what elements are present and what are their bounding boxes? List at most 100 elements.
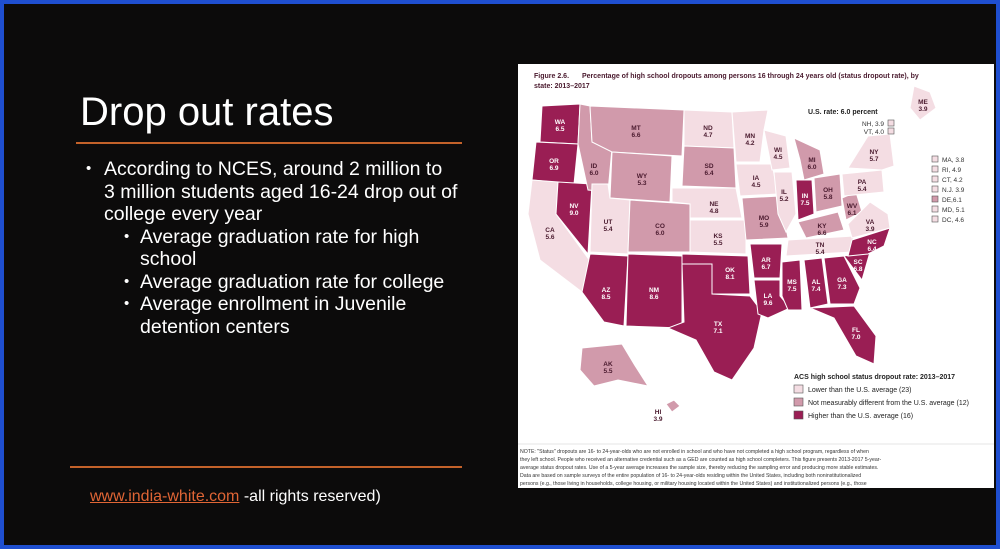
state-label-value: 9.0 [569,210,578,217]
sub-bullet: Average enrollment in Juvenile detention… [104,293,458,338]
state-label-abbr: HI [655,409,662,416]
state-label-abbr: CO [655,223,665,230]
state-label-abbr: KS [713,233,723,240]
state-label-abbr: MN [745,133,755,140]
state-ms [781,259,803,311]
note-line: NOTE: "Status" dropouts are 16- to 24-ye… [520,449,869,455]
state-label-value: 5.6 [545,234,554,241]
state-tx [666,263,763,381]
small-state-label: MA, 3.8 [942,157,965,164]
state-label-abbr: IN [802,193,809,200]
small-state-swatch [887,119,895,127]
state-label-abbr: NM [649,287,659,294]
state-mi [793,137,825,181]
footer-text: -all rights reserved) [239,488,381,505]
small-state-label: VT, 4.0 [864,129,885,136]
state-nv [555,181,593,256]
small-state-label: NH, 3.9 [862,121,884,128]
state-label-value: 6.6 [817,230,826,237]
state-label-abbr: OH [823,187,833,194]
state-label-abbr: WI [774,147,782,154]
note: NOTE: "Status" dropouts are 16- to 24-ye… [520,449,881,487]
map-svg: Figure 2.6. Percentage of high school dr… [518,73,994,487]
state-label-value: 5.5 [713,240,722,247]
state-label-abbr: MS [787,279,797,286]
state-label-value: 5.4 [815,249,824,256]
bullet-main: According to NCES, around 2 million to 3… [86,158,458,338]
legend-item: Higher than the U.S. average (16) [808,413,913,420]
state-al [803,257,829,309]
small-state-label: RI, 4.9 [942,167,962,174]
us-rate: U.S. rate: 6.0 percent [808,109,878,116]
state-label-value: 6.4 [704,170,713,177]
small-state-swatch [931,215,939,223]
footer: www.india-white.com -all rights reserved… [90,488,381,506]
state-ak [579,343,650,387]
state-label-abbr: LA [764,293,773,300]
sub-bullet-list: Average graduation rate for high school … [104,226,458,339]
small-state-swatch [931,185,939,193]
state-label-abbr: PA [858,179,867,186]
state-label-value: 3.9 [653,416,662,423]
state-label-value: 5.5 [603,368,612,375]
state-label-value: 3.9 [918,106,927,113]
small-state-label: DC, 4.6 [942,217,964,224]
state-label-abbr: CA [545,227,555,234]
state-label-abbr: ND [703,125,713,132]
state-label-value: 4.2 [745,140,754,147]
state-az [581,253,629,327]
state-label-abbr: SC [853,259,862,266]
legend-title: ACS high school status dropout rate: 201… [794,374,955,381]
state-ar [749,243,783,279]
state-label-abbr: OR [549,158,559,165]
state-label-abbr: MI [808,157,815,164]
state-label-abbr: IL [781,189,787,196]
state-me [909,85,937,121]
state-fl [809,305,877,365]
state-label-value: 5.7 [869,156,878,163]
state-label-abbr: GA [837,277,847,284]
small-state-label: N.J. 3.9 [942,187,965,194]
caption-line-2: state: 2013–2017 [534,83,590,90]
state-label-value: 7.4 [811,286,820,293]
legend-swatch-not-different [793,397,804,407]
state-label-value: 6.0 [807,164,816,171]
state-label-abbr: WY [637,173,648,180]
state-label-value: 4.7 [703,132,712,139]
state-label-value: 8.5 [601,294,610,301]
state-label-value: 6.7 [761,264,770,271]
state-label-value: 4.5 [773,154,782,161]
state-label-abbr: IA [753,175,760,182]
state-label-abbr: VA [866,219,875,226]
state-in [795,179,815,221]
state-label-value: 5.4 [603,226,612,233]
caption-label: Figure 2.6. [534,73,569,80]
state-label-value: 5.4 [857,186,866,193]
state-label-value: 6.1 [847,210,856,217]
state-mo [741,195,789,241]
state-ne [671,187,743,219]
note-line: average status dropout rates. Use of a 5… [520,465,878,471]
state-label-abbr: NY [869,149,879,156]
state-label-value: 7.0 [851,334,860,341]
small-state-label: DE,6.1 [942,197,962,204]
small-state-swatch [887,127,895,135]
state-label-value: 5.8 [823,194,832,201]
state-il [773,171,797,234]
state-label-abbr: WV [847,203,858,210]
state-label-abbr: FL [852,327,860,334]
caption-line-1: Percentage of high school dropouts among… [582,73,919,80]
state-label-abbr: ID [591,163,598,170]
state-label-abbr: NC [867,239,877,246]
state-wy [609,151,673,203]
state-label-value: 8.6 [649,294,658,301]
state-label-value: 5.3 [637,180,646,187]
state-label-value: 7.5 [800,200,809,207]
state-pa [841,169,885,197]
state-label-value: 6.0 [655,230,664,237]
footer-link[interactable]: www.india-white.com [90,488,240,505]
state-hi [665,399,681,413]
small-state-label: MD, 5.1 [942,207,965,214]
state-label-value: 9.6 [763,300,772,307]
state-label-abbr: NV [569,203,579,210]
